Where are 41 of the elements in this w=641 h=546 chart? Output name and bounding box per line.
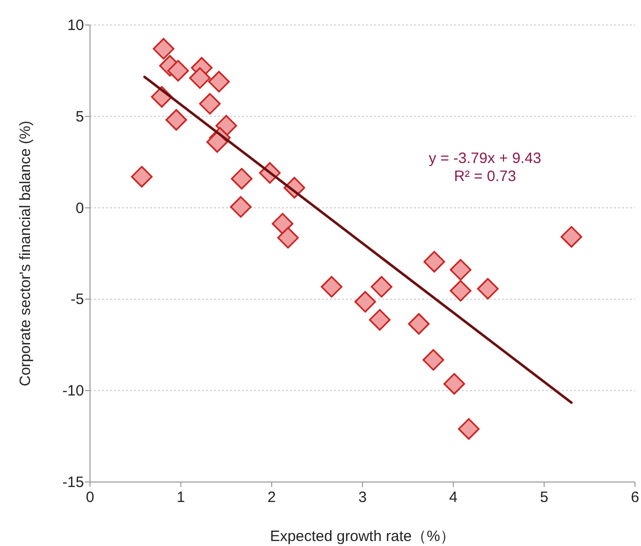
point — [450, 258, 472, 281]
x-tick-label: 1 — [176, 489, 186, 506]
point — [230, 196, 252, 218]
point — [272, 212, 294, 235]
point — [208, 70, 230, 92]
point — [408, 313, 430, 335]
point — [560, 226, 582, 248]
point — [368, 309, 391, 331]
y-tick-label: -10 — [62, 382, 84, 400]
point — [450, 280, 472, 302]
point — [320, 276, 342, 298]
point — [443, 373, 466, 395]
y-tick-label: -5 — [70, 291, 84, 308]
point — [477, 278, 499, 300]
point — [167, 60, 189, 82]
x-axis-title: Expected growth rate（%） — [270, 528, 456, 545]
y-tick-label: 5 — [76, 108, 84, 126]
point — [458, 418, 480, 440]
point — [215, 114, 238, 137]
y-tick-label: -15 — [62, 474, 84, 491]
annotation: y = -3.79x + 9.43 R² = 0.73 — [428, 150, 542, 185]
x-tick-label: 3 — [358, 489, 367, 506]
point — [199, 92, 221, 115]
x-tick-label: 6 — [630, 489, 640, 506]
point — [152, 38, 174, 60]
point — [277, 226, 299, 249]
point — [370, 276, 392, 298]
point — [230, 168, 252, 190]
y-tick-label: 10 — [67, 17, 84, 34]
point — [422, 349, 444, 371]
point — [423, 250, 446, 273]
y-axis-title: Corporate sector's financial balance (%) — [17, 120, 34, 386]
point — [354, 290, 376, 313]
x-tick-label: 2 — [267, 489, 276, 506]
point — [189, 67, 211, 89]
x-tick-label: 5 — [540, 489, 548, 506]
point — [206, 131, 228, 153]
x-tick-label: 4 — [449, 489, 458, 506]
point — [130, 166, 153, 188]
point — [165, 109, 188, 131]
y-tick-label: 0 — [76, 200, 84, 217]
